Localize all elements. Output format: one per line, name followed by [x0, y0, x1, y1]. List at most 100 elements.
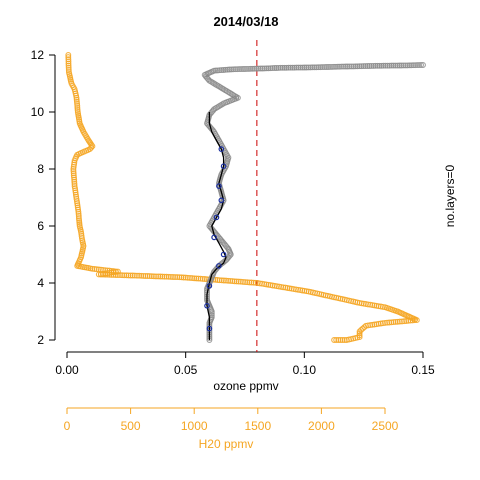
ozone-raw-point — [230, 66, 237, 73]
h2o-point — [178, 274, 185, 281]
h2o-point — [75, 208, 82, 215]
ozone-raw-point — [315, 64, 322, 71]
ozone-raw-point — [329, 63, 335, 70]
ozone-marker — [218, 197, 225, 204]
y-tick-label: 10 — [31, 105, 45, 119]
ozone-raw-point — [336, 63, 343, 70]
ozone-marker — [206, 283, 213, 289]
ozone-raw-point — [228, 66, 235, 73]
ozone-raw-point — [253, 65, 260, 72]
ozone-raw-point — [273, 65, 280, 71]
ozone-marker — [204, 302, 210, 309]
ozone-raw-point — [271, 65, 278, 71]
ozone-raw-point — [291, 64, 298, 71]
ozone-raw-point — [214, 67, 221, 74]
no-layers-label: no.layers=0 — [443, 164, 457, 227]
h2o-point — [117, 272, 123, 279]
ozone-raw-point — [400, 62, 407, 69]
ozone-raw-point — [285, 64, 292, 71]
ozone-raw-point — [305, 64, 312, 71]
h2o-point — [148, 273, 155, 280]
ozone-raw-point — [354, 63, 361, 70]
h2o-point — [74, 102, 81, 109]
ozone-marker — [216, 183, 222, 189]
ozone-raw-point — [242, 66, 248, 72]
h2o-point — [114, 272, 121, 279]
ozone-raw-point — [267, 65, 274, 72]
h2o-tick-label: 2500 — [372, 419, 399, 433]
ozone-raw-point — [232, 66, 239, 73]
y-tick-label: 8 — [37, 162, 44, 176]
h2o-point — [396, 318, 403, 325]
h2o-point — [123, 272, 130, 279]
ozone-marker — [211, 234, 217, 241]
ozone-raw-point — [338, 63, 345, 70]
ozone-raw-point — [325, 64, 332, 70]
h2o-point — [358, 327, 365, 333]
x-tick-label: 0.10 — [293, 363, 317, 377]
ozone-raw-point — [362, 63, 369, 70]
ozone-raw-point — [344, 63, 351, 70]
h2o-point — [74, 107, 81, 113]
x-axis: 0.00 0.05 0.10 0.15 — [55, 351, 435, 377]
ozone-raw-point — [384, 62, 391, 69]
h2o-point — [244, 279, 251, 286]
ozone-raw-point — [295, 64, 302, 71]
ozone-raw-point — [247, 65, 254, 72]
ozone-raw-point — [251, 65, 258, 72]
h2o-point — [343, 337, 350, 343]
ozone-raw-point — [350, 63, 357, 70]
h2o-point — [127, 272, 134, 279]
ozone-raw-point — [372, 62, 379, 69]
h2o-point — [134, 272, 140, 279]
ozone-raw-point — [410, 62, 417, 69]
h2o-point — [144, 273, 151, 279]
ozone-raw-point — [331, 63, 337, 70]
ozone-raw-point — [207, 110, 214, 117]
ozone-raw-point — [263, 65, 270, 72]
ozone-raw-point — [418, 62, 424, 68]
ozone-raw-point — [275, 64, 282, 71]
h2o-point — [250, 279, 257, 286]
ozone-raw-point — [259, 65, 266, 72]
h2o-tick-label: 0 — [64, 419, 71, 433]
ozone-raw-point — [356, 63, 363, 70]
h2o-point — [231, 278, 238, 285]
h2o-point — [95, 271, 102, 278]
h2o-point — [191, 275, 198, 282]
h2o-axis: 0 500 1000 1500 2000 2500 — [64, 407, 399, 433]
ozone-raw-point — [303, 64, 310, 71]
h2o-point — [91, 266, 98, 272]
ozone-raw-point — [416, 62, 422, 69]
ozone-raw-point — [390, 62, 397, 69]
ozone-raw-point — [327, 63, 333, 70]
ozone-raw-point — [396, 62, 403, 69]
h2o-point — [125, 272, 132, 279]
ozone-raw-point — [340, 63, 347, 70]
ozone-smoothed-line — [206, 112, 227, 340]
ozone-raw-point — [412, 62, 419, 69]
h2o-point — [407, 317, 414, 324]
y-tick-label: 2 — [37, 333, 44, 347]
h2o-point — [146, 273, 153, 280]
h2o-point — [165, 273, 172, 280]
x-tick-label: 0.00 — [55, 363, 79, 377]
y-tick-label: 4 — [37, 276, 44, 290]
h2o-point — [136, 272, 143, 279]
h2o-point — [73, 98, 80, 105]
ozone-raw-point — [238, 66, 244, 73]
ozone-raw-point — [404, 62, 411, 69]
ozone-marker — [213, 214, 220, 221]
ozone-raw-point — [218, 67, 225, 74]
ozone-raw-point — [309, 64, 316, 71]
y-tick-label: 12 — [31, 48, 45, 62]
h2o-tick-label: 1500 — [244, 419, 271, 433]
ozone-raw-point — [279, 64, 286, 71]
ozone-raw-point — [420, 62, 426, 68]
ozone-raw-point — [368, 62, 375, 69]
h2o-point — [242, 279, 249, 286]
h2o-point — [413, 317, 420, 324]
h2o-point — [157, 273, 164, 280]
ozone-raw-point — [378, 62, 385, 69]
h2o-point — [65, 67, 72, 73]
